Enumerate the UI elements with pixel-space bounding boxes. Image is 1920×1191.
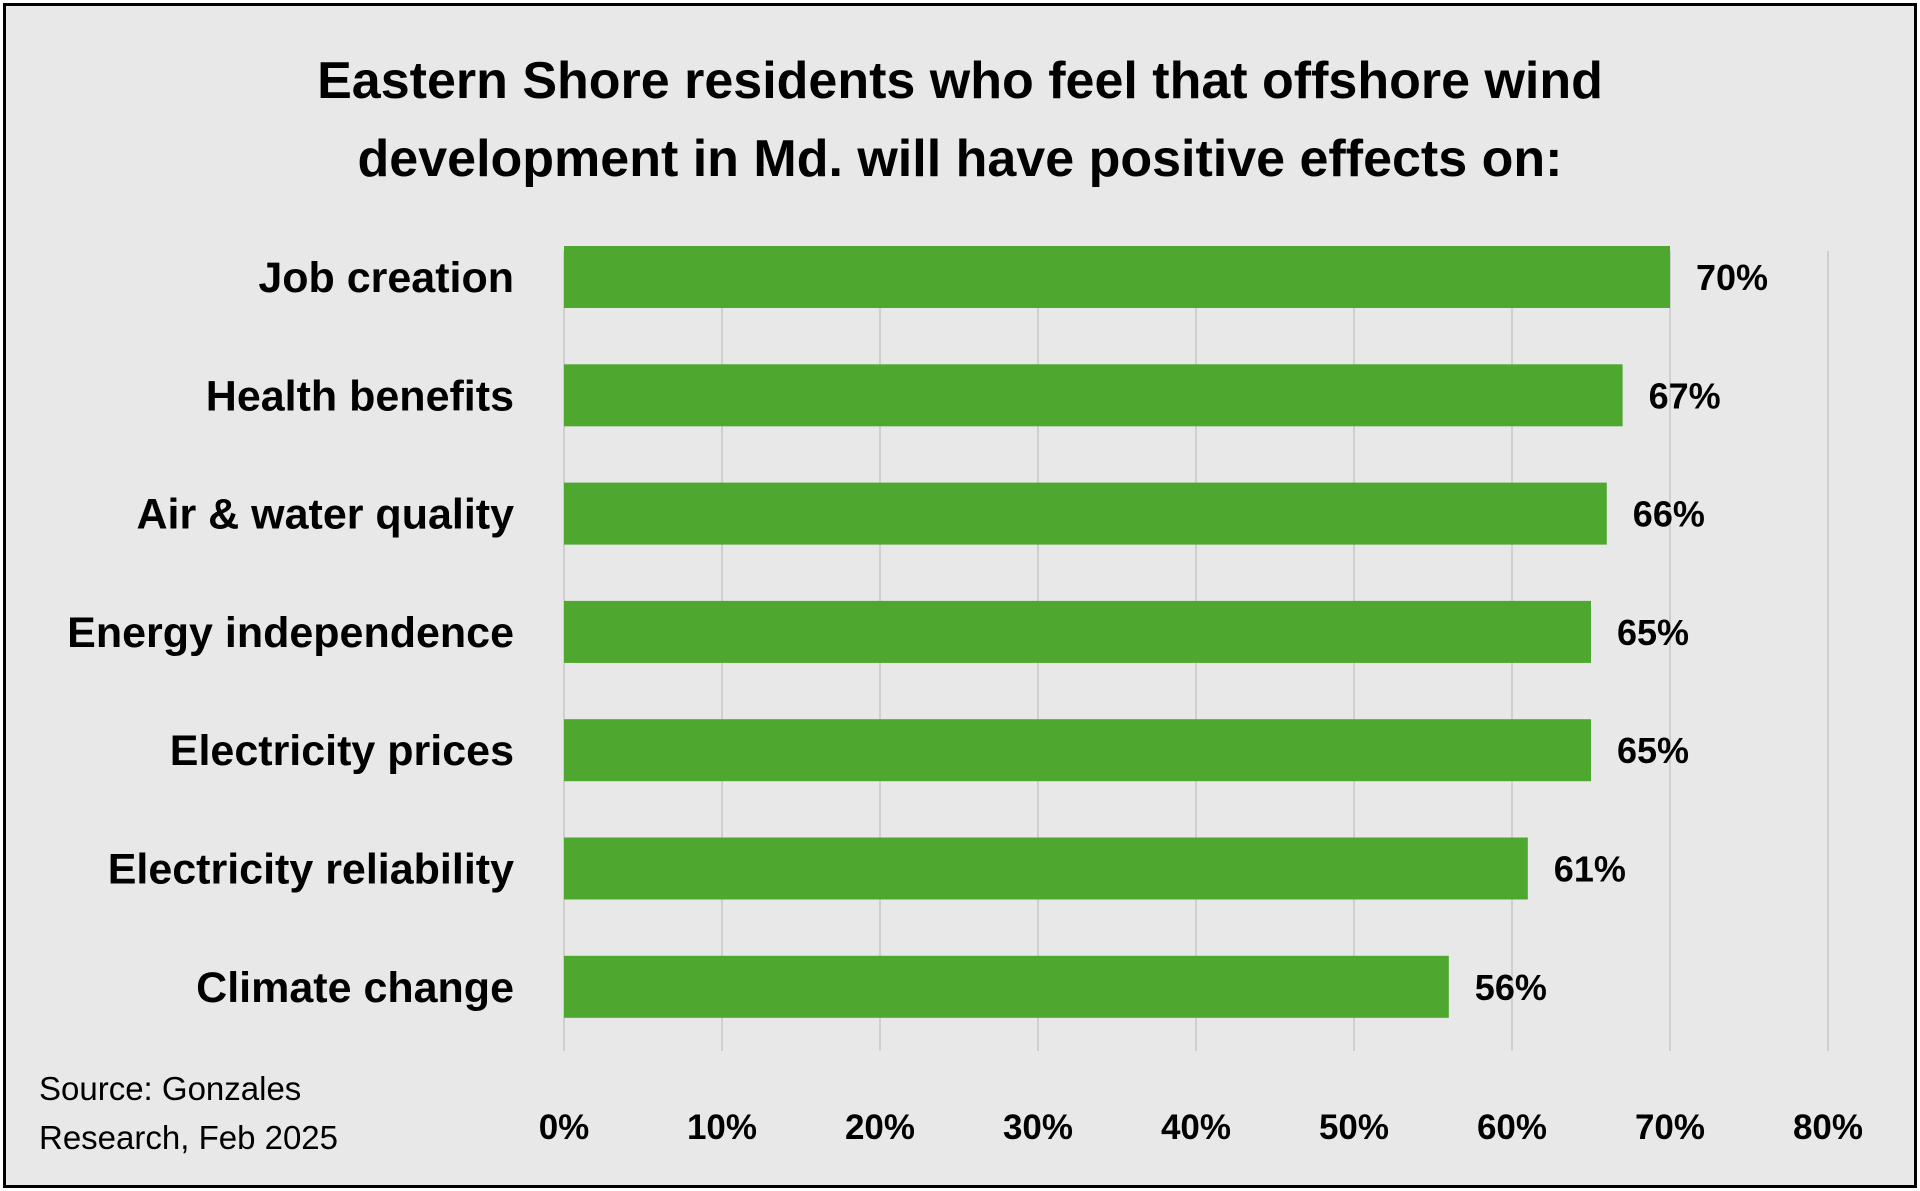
source-note-line-1: Source: Gonzales — [39, 1070, 301, 1107]
bar — [564, 955, 1449, 1018]
bar — [564, 482, 1607, 545]
x-tick-label: 10% — [687, 1108, 757, 1147]
x-tick-label: 20% — [845, 1108, 915, 1147]
bar — [564, 364, 1623, 427]
x-tick-label: 80% — [1793, 1108, 1863, 1147]
data-label: 65% — [1617, 612, 1689, 653]
x-tick-label: 70% — [1635, 1108, 1705, 1147]
category-label: Health benefits — [206, 372, 514, 420]
category-label: Electricity reliability — [108, 846, 514, 894]
category-label: Energy independence — [67, 609, 514, 657]
category-label: Climate change — [196, 964, 514, 1012]
data-label: 66% — [1633, 494, 1705, 535]
category-labels: Job creation Health benefits Air & water q… — [67, 254, 514, 1012]
category-label: Air & water quality — [136, 491, 514, 539]
x-tick-label: 60% — [1477, 1108, 1547, 1147]
bar — [564, 600, 1591, 663]
value-labels: 70% 67% 66% 65% 65% 61% 56% — [1475, 257, 1768, 1008]
x-tick-label: 0% — [539, 1108, 590, 1147]
category-label: Electricity prices — [170, 727, 514, 775]
chart-title-line-2: development in Md. will have positive ef… — [358, 130, 1563, 188]
source-note-line-2: Research, Feb 2025 — [39, 1119, 338, 1156]
bar — [564, 837, 1528, 900]
bars — [564, 246, 1670, 1018]
bar-chart: Eastern Shore residents who feel that of… — [39, 52, 1863, 1156]
category-label: Job creation — [258, 254, 514, 302]
data-label: 70% — [1696, 257, 1768, 298]
data-label: 65% — [1617, 730, 1689, 771]
x-tick-label: 30% — [1003, 1108, 1073, 1147]
x-axis-tick-labels: 0% 10% 20% 30% 40% 50% 60% 70% 80% — [539, 1108, 1863, 1147]
bar — [564, 719, 1591, 782]
x-tick-label: 40% — [1161, 1108, 1231, 1147]
data-label: 67% — [1649, 375, 1721, 416]
data-label: 56% — [1475, 967, 1547, 1008]
chart-title-line-1: Eastern Shore residents who feel that of… — [317, 52, 1603, 110]
bar — [564, 246, 1670, 308]
data-label: 61% — [1554, 849, 1626, 890]
chart-frame: Eastern Shore residents who feel that of… — [3, 3, 1917, 1188]
x-tick-label: 50% — [1319, 1108, 1389, 1147]
